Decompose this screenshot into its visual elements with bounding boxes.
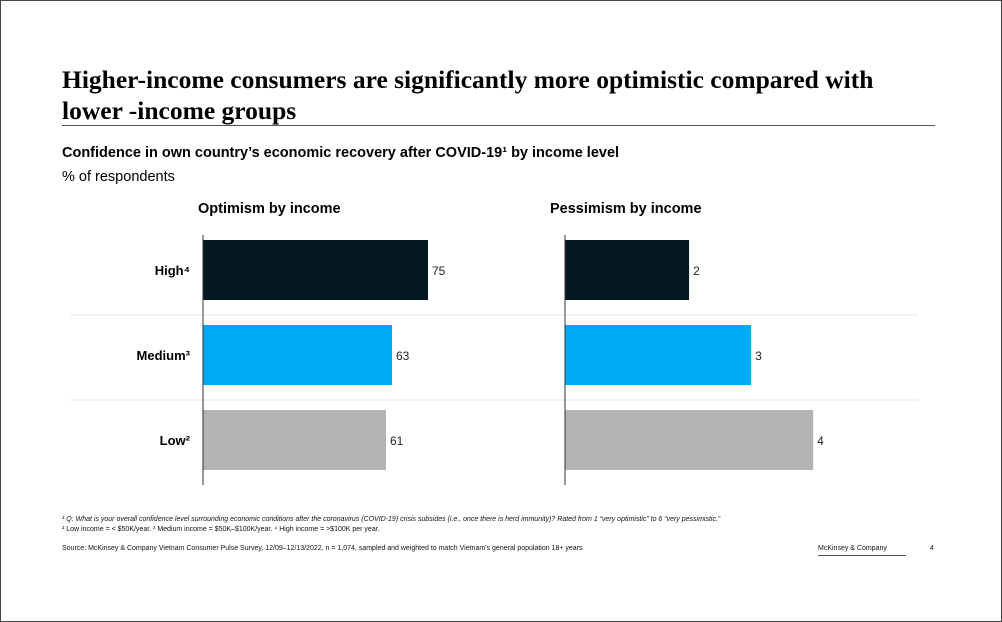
- data-label-2-3: 4: [817, 434, 824, 448]
- category-label-2: Medium³: [137, 348, 191, 363]
- brand-rule: [818, 555, 906, 556]
- bar-2-2: [565, 325, 752, 385]
- bar-1-2: [203, 325, 392, 385]
- bar-2-3: [565, 410, 814, 470]
- data-label-2-2: 3: [755, 349, 762, 363]
- bar-1-1: [203, 240, 428, 300]
- page-number: 4: [930, 545, 934, 552]
- data-label-1-3: 61: [390, 434, 404, 448]
- chart-title-1: Optimism by income: [198, 201, 341, 217]
- brand-label: McKinsey & Company: [818, 545, 887, 552]
- data-label-2-1: 2: [693, 264, 700, 278]
- title-rule: [62, 125, 935, 126]
- category-label-1: High⁴: [155, 263, 190, 278]
- bar-1-3: [203, 410, 386, 470]
- source-note: Source: McKinsey & Company Vietnam Consu…: [62, 545, 583, 552]
- slide-title: Higher-income consumers are significantl…: [62, 65, 874, 125]
- data-label-1-2: 63: [396, 349, 410, 363]
- bar-2-1: [565, 240, 690, 300]
- category-label-3: Low²: [160, 433, 191, 448]
- footnote-income: ² Low income = < $50K/year. ³ Medium inc…: [62, 526, 380, 533]
- chart-subtitle: Confidence in own country’s economic rec…: [62, 145, 620, 161]
- chart-title-2: Pessimism by income: [550, 201, 702, 217]
- data-label-1-1: 75: [432, 264, 446, 278]
- unit-label: % of respondents: [62, 169, 175, 185]
- footnote-question: ¹ Q: What is your overall confidence lev…: [62, 516, 721, 523]
